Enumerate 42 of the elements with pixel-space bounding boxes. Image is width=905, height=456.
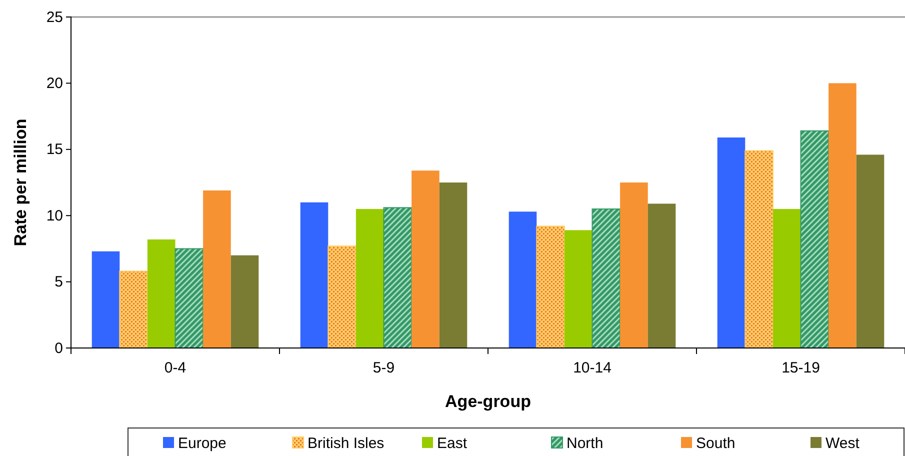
bar (744, 150, 774, 348)
bar (620, 182, 648, 348)
bar (856, 154, 884, 348)
bar (119, 270, 148, 348)
legend-label: East (437, 435, 468, 452)
legend-label: Europe (178, 435, 226, 452)
x-tick-label: 5-9 (372, 360, 395, 377)
x-axis-title: Age-group (445, 392, 531, 411)
legend-label: North (566, 435, 604, 452)
y-axis-title: Rate per million (11, 118, 30, 246)
bar (564, 230, 592, 348)
y-tick-label: 20 (46, 75, 63, 92)
bar (412, 170, 440, 348)
bar (439, 182, 468, 348)
y-tick-label: 15 (46, 141, 63, 158)
bar (508, 212, 537, 348)
bar (828, 83, 856, 348)
bar (92, 251, 120, 348)
bar (717, 137, 746, 348)
bar (300, 202, 328, 348)
bar (230, 255, 259, 348)
legend-label: British Isles (308, 435, 384, 452)
bar (383, 207, 412, 348)
bar (592, 208, 621, 348)
y-tick-label: 5 (54, 274, 63, 291)
y-tick-label: 0 (54, 340, 63, 357)
x-tick-label: 0-4 (164, 360, 186, 377)
bar (648, 204, 676, 348)
bar (536, 226, 565, 348)
y-tick-label: 25 (46, 8, 63, 26)
bar (800, 130, 830, 348)
bar (174, 248, 204, 348)
legend-label: South (696, 435, 736, 452)
bar (772, 208, 801, 348)
legend-label: West (826, 435, 860, 452)
y-tick-label: 10 (46, 207, 63, 224)
bar (328, 246, 356, 348)
bar (147, 239, 176, 348)
x-tick-label: 10-14 (573, 360, 612, 377)
bar (203, 190, 231, 348)
bar (356, 208, 384, 348)
x-tick-label: 15-19 (782, 360, 820, 377)
